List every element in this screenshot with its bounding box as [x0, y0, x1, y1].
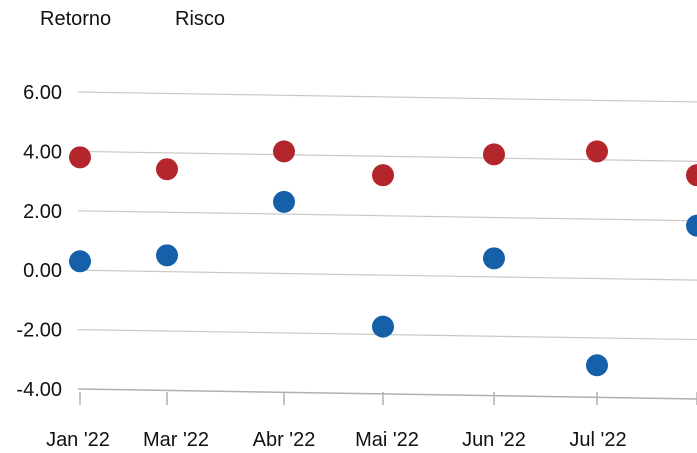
- point-retorno-1: [156, 244, 178, 266]
- y-tick-label: 6.00: [23, 82, 62, 104]
- point-risco-0: [69, 146, 91, 168]
- point-retorno-4: [483, 247, 505, 269]
- x-tick-label: Jun '22: [462, 429, 526, 451]
- gridline-5: [78, 389, 697, 399]
- point-risco-3: [372, 164, 394, 186]
- x-axis-ticks: Jan '22 Mar '22 Abr '22 Mai '22 Jun '22 Jul '…: [46, 392, 697, 451]
- point-retorno-0: [69, 250, 91, 272]
- y-tick-label: -4.00: [16, 379, 62, 401]
- point-risco-1: [156, 158, 178, 180]
- x-tick-label: Jan '22: [46, 429, 110, 451]
- y-axis-ticks: 6.00 4.00 2.00 0.00 -2.00 -4.00: [16, 82, 62, 401]
- data-points: [69, 140, 697, 376]
- point-retorno-2: [273, 191, 295, 213]
- point-risco-6: [686, 164, 697, 186]
- x-tick-label: Mai '22: [355, 429, 419, 451]
- y-tick-label: 2.00: [23, 201, 62, 223]
- point-risco-4: [483, 143, 505, 165]
- point-risco-5: [586, 140, 608, 162]
- gridline-2: [78, 211, 697, 221]
- x-tick-label: Mar '22: [143, 429, 209, 451]
- y-tick-label: 0.00: [23, 260, 62, 282]
- point-retorno-3: [372, 316, 394, 338]
- y-tick-label: -2.00: [16, 320, 62, 342]
- point-retorno-5: [586, 354, 608, 376]
- point-retorno-6: [686, 215, 697, 237]
- point-risco-2: [273, 140, 295, 162]
- x-tick-label: Jul '22: [569, 429, 626, 451]
- x-tick-label: Abr '22: [253, 429, 316, 451]
- gridline-0: [78, 92, 697, 102]
- y-tick-label: 4.00: [23, 141, 62, 163]
- gridline-3: [78, 270, 697, 280]
